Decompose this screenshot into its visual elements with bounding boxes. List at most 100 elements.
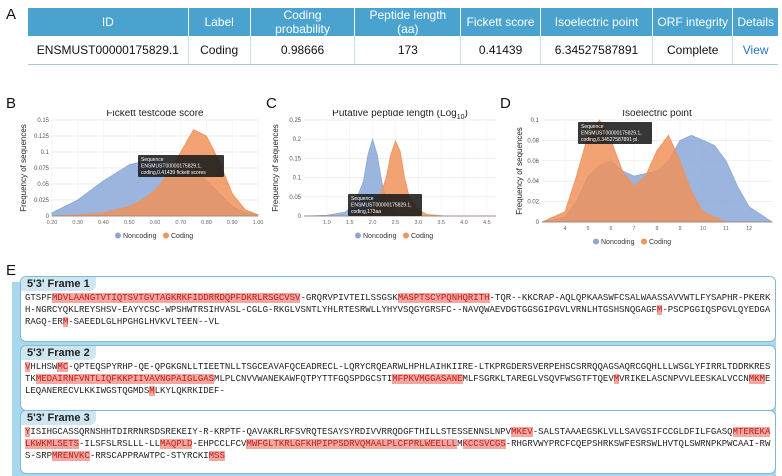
legend-marker-coding — [641, 238, 647, 245]
y-tick-label: 0.06 — [527, 159, 539, 165]
y-axis-label: Frequency of sequences — [19, 124, 28, 212]
tooltip-text: ENSMUST00000175829.1, — [141, 164, 202, 170]
orf-highlight: M — [613, 374, 620, 384]
frame-1-sequence: GTSPFMDVLAANGTVTIQTSVTGVTAGKRKFIDDRRDQPF… — [25, 292, 771, 328]
orf-highlight: MDVLAANGTVTIQTSVTGVTAGKRKFIDDRRDQPFDKRLR… — [52, 293, 301, 303]
panel-label-c: C — [266, 95, 277, 112]
y-tick-label: 0.075 — [34, 166, 50, 172]
legend-marker-coding — [163, 232, 169, 239]
cell-orf-integrity: Complete — [652, 36, 734, 65]
sequence-segment: -RHGRVWYPRCFCQEPSHRKSWFESRSWLHVTQLSWRNPK… — [25, 439, 771, 461]
x-tick-label: 2.0 — [369, 220, 377, 226]
panel-label-d: D — [500, 95, 511, 112]
x-tick-label: 0.70 — [175, 220, 186, 226]
sequence-tooltip: SequenceENSMUST00000175829.1,coding,6.34… — [578, 122, 652, 144]
x-tick-label: 0.80 — [201, 220, 212, 226]
y-tick-label: 0.1 — [531, 118, 540, 124]
x-tick-label: 9 — [678, 226, 681, 232]
legend-marker-noncoding — [115, 232, 121, 239]
x-tick-label: 1.0 — [323, 220, 331, 226]
header-fickett-score: Fickett score — [460, 8, 541, 36]
y-tick-label: 0.08 — [527, 138, 539, 144]
x-tick-label: 1.00 — [253, 220, 264, 226]
y-tick-label: 0.15 — [289, 156, 301, 162]
x-tick-label: 2.5 — [392, 220, 400, 226]
frame-3-sequence: YISIHGCASSQRNSHHTDIRRNRSDSREKEIY-R-KRPTF… — [25, 426, 771, 462]
tooltip-text: coding,173aa — [351, 209, 381, 215]
x-tick-label: 4.0 — [460, 220, 468, 226]
y-tick-label: 0.05 — [289, 195, 301, 201]
chart-title: Putative peptide length (Log10) — [332, 110, 468, 121]
x-tick-label: 0.60 — [150, 220, 161, 226]
x-tick-label: 0.50 — [124, 220, 135, 226]
y-tick-label: 0.15 — [37, 118, 49, 124]
x-tick-label: 6 — [609, 226, 612, 232]
cell-fickett-score: 0.41439 — [460, 36, 541, 65]
x-tick-label: 0.20 — [47, 220, 58, 226]
isoelectric-point-chart: Isoelectric point 0 0.02 0.04 0.06 0.08 0.1 4 5 6… — [514, 108, 776, 250]
chart-title-end: ) — [465, 110, 468, 119]
legend-marker-coding — [403, 232, 409, 239]
orf-highlight: MC — [57, 362, 69, 372]
coding-area — [51, 129, 259, 217]
header-isoelectric-point: Isoelectric point — [540, 8, 654, 36]
orf-highlight: MASPTSCYPQNHQRITH — [397, 293, 490, 303]
x-tick-label: 0.40 — [98, 220, 109, 226]
header-label: Label — [188, 8, 251, 36]
sequence-segment: -ILSFSLRSLLL-LL — [79, 439, 161, 449]
x-tick-label: 4 — [563, 226, 566, 232]
coding-area — [541, 119, 772, 223]
sequence-segment: M — [462, 374, 468, 384]
orf-highlight: MWFGLTKRLGFKHPIPPSDRVQMAALPLCFPRLWEELLL — [246, 439, 458, 449]
legend-label-coding: Coding — [411, 233, 433, 240]
legend-label-noncoding: Noncoding — [601, 239, 635, 246]
sequence-segment: -GRQRVPIVTEILSSGSK — [300, 293, 398, 303]
y-tick-label: 0 — [46, 214, 50, 220]
y-tick-label: 0.1 — [41, 150, 50, 156]
header-peptide-length: Peptide length (aa) — [354, 8, 462, 36]
sequence-segment: -TQR--KKCRAP-AQLQPKAASWFCSALWAASSAVVWTLF… — [25, 293, 771, 315]
cell-peptide-length: 173 — [354, 36, 462, 65]
y-tick-label: 0.2 — [293, 137, 302, 143]
sequence-segment: -RRSCAPPRAWTPC-STYRCKI — [89, 451, 209, 461]
sequence-segment: HLHSW — [30, 362, 58, 372]
sequence-tooltip: SequenceENSMUST00000175829.1,coding,173a… — [348, 194, 422, 216]
sequence-segment: -SAEEDLGLHPGHGLHVKVLTEEN--VL — [68, 317, 220, 327]
tooltip-text: Sequence — [351, 196, 374, 202]
orf-highlight: Y — [25, 427, 31, 437]
legend-label-coding: Coding — [649, 239, 671, 246]
tooltip-box — [138, 155, 224, 177]
x-tick-label: 3.0 — [414, 220, 422, 226]
sequence-segment: VRIKELASCNPVVLEESKALVCCN — [619, 374, 749, 384]
legend-label-noncoding: Noncoding — [123, 233, 157, 240]
cell-label: Coding — [188, 36, 251, 65]
tooltip-box — [578, 122, 652, 144]
chart-title: Fickett testcode score — [106, 110, 204, 119]
cell-isoelectric-point: 6.34527587891 — [540, 36, 654, 65]
legend-marker-noncoding — [593, 238, 599, 245]
orf-highlight: V — [25, 362, 31, 372]
view-details-link[interactable]: View — [742, 43, 769, 57]
sequence-tooltip: SequenceENSMUST00000175829.1,coding,0.41… — [138, 155, 224, 177]
sequence-segment: -EHPCCLFCV — [192, 439, 247, 449]
tooltip-text: Sequence — [581, 124, 604, 130]
x-tick-label: 3.5 — [437, 220, 445, 226]
y-tick-label: 0.125 — [34, 134, 50, 140]
orf-highlight: M — [62, 317, 69, 327]
header-id: ID — [28, 8, 189, 36]
frame-3-title: 5'3' Frame 3 — [21, 411, 96, 425]
tooltip-text: Sequence — [141, 157, 164, 163]
frame-3-box: 5'3' Frame 3 YISIHGCASSQRNSHHTDIRRNRSDSR… — [20, 410, 776, 474]
tooltip-text: ENSMUST00000175829.1, — [581, 131, 642, 137]
frame-2-sequence: VHLHSWMC-QPTEQSPYRHP-QE-QPGKGNLLTIEETNLL… — [25, 361, 771, 397]
result-table: ID Label Coding probability Peptide leng… — [28, 8, 778, 65]
y-tick-label: 0.02 — [527, 200, 539, 206]
orf-highlight: MKEV — [511, 427, 533, 437]
sequence-segment: ISIHGCASSQRNSHHTDIRRNRSDSREKEIY-R-KRPTF-… — [30, 427, 512, 437]
y-tick-label: 0.1 — [293, 176, 302, 182]
orf-highlight: MKM — [748, 374, 765, 384]
table-header-row: ID Label Coding probability Peptide leng… — [28, 8, 778, 36]
sequence-segment: M — [457, 439, 463, 449]
y-tick-label: 0.025 — [34, 198, 50, 204]
y-tick-label: 0.25 — [289, 118, 301, 124]
